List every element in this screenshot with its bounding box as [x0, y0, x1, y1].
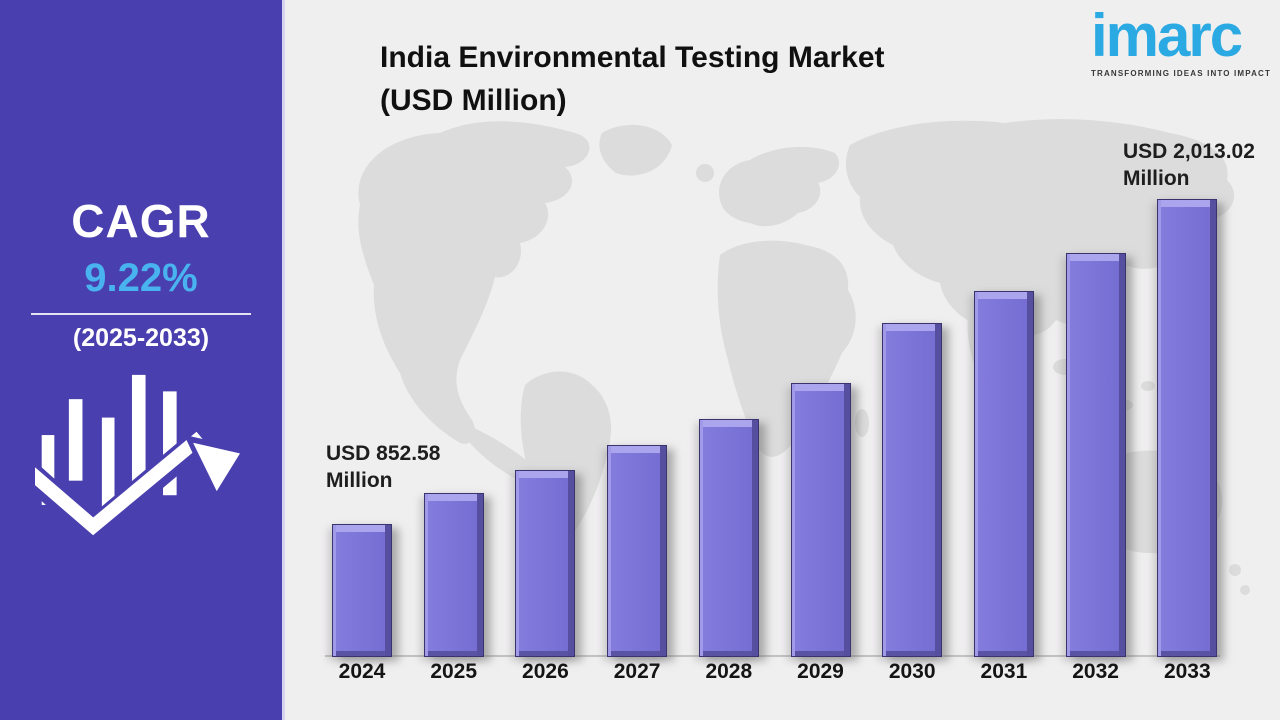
- callout-2033-line1: USD 2,013.02: [1123, 140, 1255, 163]
- year-label-2027: 2027: [613, 660, 661, 683]
- cagr-label: CAGR: [71, 195, 211, 247]
- year-label-2029: 2029: [797, 660, 844, 683]
- x-axis-line: [325, 655, 1220, 657]
- bar-2030: [882, 323, 943, 657]
- bar-2032: [1065, 253, 1126, 657]
- cagr-period: (2025-2033): [72, 324, 210, 352]
- year-label-2026: 2026: [522, 660, 569, 683]
- chart-panel: India Environmental Testing Market (USD …: [285, 0, 1280, 720]
- cagr-sidebar: CAGR 9.22% (2025-2033): [0, 0, 285, 720]
- imarc-wordmark: imarc: [1091, 2, 1243, 69]
- chart-title-line1: India Environmental Testing Market: [380, 41, 885, 75]
- year-label-2033: 2033: [1163, 660, 1211, 683]
- divider: [31, 313, 251, 315]
- bar-2033: [1157, 199, 1218, 657]
- chart-title: India Environmental Testing Market (USD …: [380, 36, 885, 122]
- year-label-2025: 2025: [430, 660, 478, 683]
- imarc-tagline: TRANSFORMING IDEAS INTO IMPACT: [1091, 69, 1271, 78]
- bar-2026: [515, 469, 576, 657]
- cagr-value: 9.22%: [84, 256, 198, 300]
- bar-2025: [423, 493, 484, 657]
- bar-2024: [332, 524, 392, 657]
- year-label-2028: 2028: [705, 660, 753, 683]
- callout-2024-line1: USD 852.58: [326, 442, 441, 465]
- callout-2024: USD 852.58 Million: [326, 440, 440, 494]
- bar-2028: [698, 418, 759, 657]
- chart-title-line2: (USD Million): [380, 84, 567, 118]
- year-label-2031: 2031: [980, 660, 1028, 683]
- bar-2027: [607, 444, 668, 657]
- bar-2031: [973, 290, 1034, 657]
- bar-2029: [790, 383, 851, 657]
- imarc-logo: imarc TRANSFORMING IDEAS INTO IMPACT: [1091, 2, 1277, 79]
- callout-2024-line2: Million: [326, 469, 393, 492]
- callout-2033: USD 2,013.02 Million: [1123, 138, 1255, 192]
- year-label-2030: 2030: [888, 660, 936, 683]
- year-label-2024: 2024: [338, 660, 386, 683]
- year-label-2032: 2032: [1072, 660, 1119, 683]
- callout-2033-line2: Million: [1123, 167, 1190, 190]
- growth-arrow-icon: [21, 374, 249, 547]
